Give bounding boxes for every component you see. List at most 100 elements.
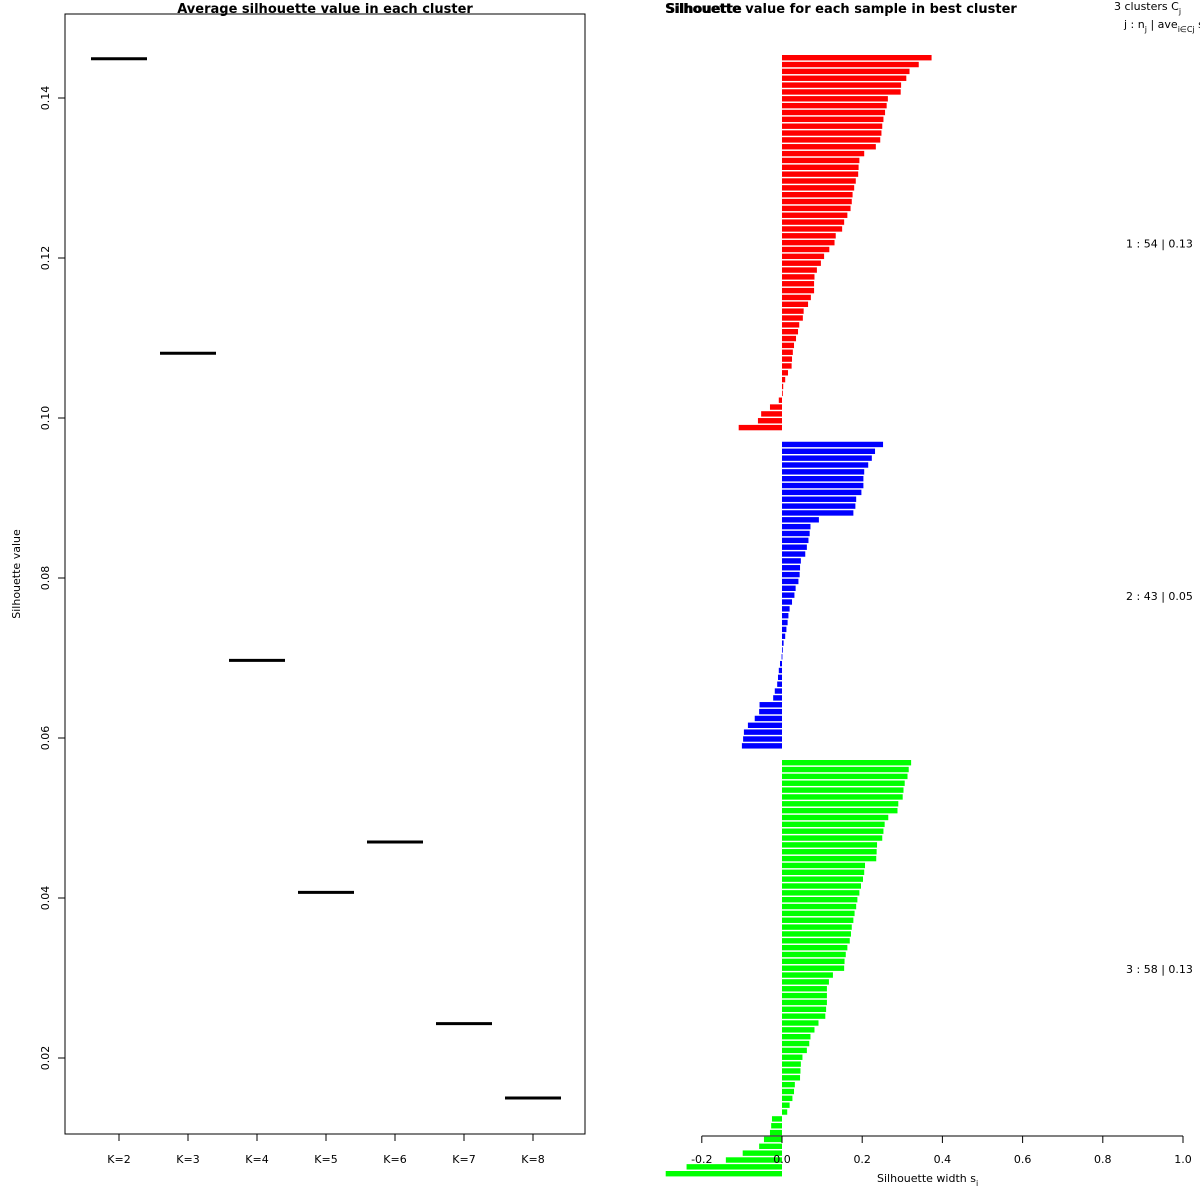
left-x-axis: K=2 K=3 K=4 K=5 K=6 K=7 K=8 xyxy=(107,1133,545,1166)
silhouette-bar-cluster-1 xyxy=(782,192,853,198)
silhouette-bar-cluster-3 xyxy=(782,938,850,944)
silhouette-bar-cluster-1 xyxy=(782,55,932,61)
silhouette-bar-cluster-1 xyxy=(782,246,830,253)
left-x-tick-label: K=2 xyxy=(107,1153,130,1166)
silhouette-bar-cluster-1 xyxy=(782,178,856,184)
right-x-axis-label-main: Silhouette width s xyxy=(877,1172,976,1185)
silhouette-bar-cluster-1 xyxy=(782,164,859,170)
cluster-label-3: 3 : 58 | 0.13 xyxy=(1126,963,1193,976)
silhouette-bar-cluster-1 xyxy=(782,157,860,164)
silhouette-bar-cluster-3 xyxy=(665,1171,782,1177)
right-x-tick-label: -0.2 xyxy=(691,1153,712,1166)
silhouette-bar-cluster-1 xyxy=(761,411,782,417)
silhouette-bar-cluster-3 xyxy=(782,1075,801,1081)
silhouette-bar-cluster-1 xyxy=(782,253,825,260)
silhouette-bar-cluster-3 xyxy=(759,1143,782,1149)
silhouette-bar-cluster-1 xyxy=(769,404,782,410)
silhouette-bar-cluster-2 xyxy=(782,530,810,537)
silhouette-bar-cluster-1 xyxy=(782,322,800,328)
left-panel: Average silhouette value in each cluster… xyxy=(10,2,586,1166)
silhouette-bar-cluster-2 xyxy=(782,640,784,646)
silhouette-bar-cluster-3 xyxy=(782,1034,811,1040)
silhouette-bar-cluster-2 xyxy=(782,551,806,557)
silhouette-bar-cluster-1 xyxy=(782,329,799,335)
silhouette-bar-cluster-2 xyxy=(782,496,857,502)
left-y-tick-label: 0.10 xyxy=(39,406,52,431)
silhouette-bar-cluster-1 xyxy=(782,75,907,81)
left-y-tick-label: 0.12 xyxy=(39,246,52,271)
left-x-tick-label: K=3 xyxy=(176,1153,199,1166)
right-x-tick-label: 0.8 xyxy=(1094,1153,1112,1166)
silhouette-bar-cluster-3 xyxy=(782,944,848,951)
silhouette-bar-cluster-3 xyxy=(782,958,845,965)
silhouette-bar-cluster-3 xyxy=(782,897,858,903)
silhouette-bar-cluster-1 xyxy=(782,144,876,150)
silhouette-bar-cluster-2 xyxy=(774,688,782,694)
silhouette-bar-cluster-2 xyxy=(782,469,865,475)
silhouette-bar-cluster-3 xyxy=(782,794,903,800)
right-x-tick-label: 0.6 xyxy=(1014,1153,1032,1166)
legend-header-line2-c: s xyxy=(1195,18,1200,31)
silhouette-bar-cluster-3 xyxy=(725,1157,782,1163)
silhouette-bar-cluster-3 xyxy=(782,903,857,910)
silhouette-bar-cluster-3 xyxy=(782,773,908,780)
silhouette-bar-cluster-1 xyxy=(782,61,919,68)
silhouette-bar-cluster-3 xyxy=(782,883,861,889)
left-series xyxy=(91,57,561,1100)
silhouette-bar-cluster-2 xyxy=(782,523,811,530)
silhouette-bar-cluster-2 xyxy=(782,510,854,516)
silhouette-bar-cluster-3 xyxy=(782,992,827,999)
silhouette-bar-cluster-2 xyxy=(782,476,864,482)
silhouette-bar-cluster-3 xyxy=(782,801,899,807)
silhouette-bar-cluster-1 xyxy=(782,198,852,205)
legend-header-line1: 3 clusters Cj xyxy=(1114,0,1181,16)
silhouette-bar-cluster-3 xyxy=(782,1081,795,1088)
silhouette-bar-cluster-3 xyxy=(782,780,905,786)
cluster-label-2: 2 : 43 | 0.05 xyxy=(1126,590,1193,603)
left-y-tick-label: 0.02 xyxy=(39,1046,52,1071)
silhouette-bar-cluster-1 xyxy=(782,274,815,280)
silhouette-bar-cluster-3 xyxy=(782,917,854,923)
silhouette-bar-cluster-3 xyxy=(782,828,884,834)
left-x-tick-label: K=7 xyxy=(452,1153,475,1166)
silhouette-bar-cluster-3 xyxy=(782,849,877,855)
silhouette-bar-cluster-2 xyxy=(781,654,783,660)
silhouette-bar-cluster-2 xyxy=(782,613,789,619)
legend-header-line2-sub1: j xyxy=(1144,25,1147,34)
silhouette-bar-cluster-1 xyxy=(757,418,782,424)
silhouette-bar-cluster-2 xyxy=(773,695,782,701)
silhouette-bar-cluster-1 xyxy=(782,89,901,95)
silhouette-bar-cluster-1 xyxy=(782,370,789,376)
silhouette-bar-cluster-2 xyxy=(782,626,787,633)
silhouette-bar-cluster-1 xyxy=(782,68,910,75)
silhouette-bar-cluster-2 xyxy=(782,544,807,550)
silhouette-bar-cluster-3 xyxy=(782,842,878,848)
left-y-tick-label: 0.06 xyxy=(39,726,52,751)
silhouette-bar-cluster-3 xyxy=(763,1136,782,1143)
silhouette-bar-cluster-3 xyxy=(782,910,855,917)
silhouette-bar-cluster-3 xyxy=(782,1040,810,1047)
left-x-tick-label: K=8 xyxy=(521,1153,544,1166)
left-y-tick-label: 0.14 xyxy=(39,86,52,111)
silhouette-bar-cluster-1 xyxy=(782,239,835,246)
silhouette-bar-cluster-1 xyxy=(782,123,883,129)
left-y-axis-label: Silhouette value xyxy=(10,529,23,619)
silhouette-bar-cluster-3 xyxy=(771,1123,782,1129)
silhouette-bar-cluster-3 xyxy=(769,1129,782,1136)
right-x-axis: -0.2 0.0 0.2 0.4 0.6 0.8 1.0 xyxy=(691,1135,1192,1166)
silhouette-bar-cluster-3 xyxy=(782,1013,826,1019)
silhouette-bar-cluster-2 xyxy=(782,592,795,598)
right-title-overlap: Silhouette xyxy=(666,2,742,17)
right-x-axis-label: Silhouette width si xyxy=(877,1172,978,1188)
silhouette-bar-cluster-3 xyxy=(782,821,885,828)
silhouette-bar-cluster-1 xyxy=(782,383,784,390)
silhouette-bar-cluster-3 xyxy=(782,931,851,937)
silhouette-bar-cluster-3 xyxy=(782,965,845,971)
silhouette-bar-cluster-3 xyxy=(782,869,865,875)
silhouette-bar-cluster-1 xyxy=(782,137,881,143)
silhouette-bar-cluster-2 xyxy=(747,722,782,728)
silhouette-bar-cluster-2 xyxy=(782,585,796,591)
right-chart-title: Silhouette value for each sample in best… xyxy=(665,2,1017,17)
